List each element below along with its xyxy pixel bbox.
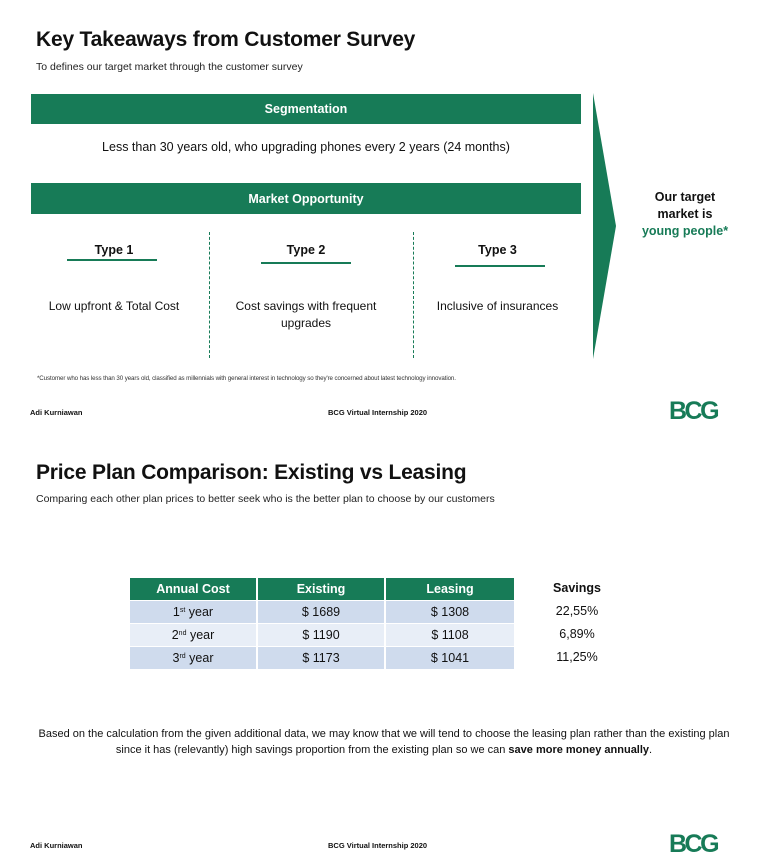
segmentation-header: Segmentation — [31, 94, 581, 124]
type-3-description: Inclusive of insurances — [436, 299, 559, 313]
type-2-underline — [261, 262, 351, 264]
type-1-underline — [67, 259, 157, 261]
leasing-cell: $ 1041 — [385, 645, 514, 669]
chevron-arrow-icon — [593, 93, 616, 359]
target-line-1: Our target — [654, 190, 716, 204]
savings-value: 6,89% — [559, 627, 595, 641]
target-highlight: young people* — [641, 224, 729, 238]
type-title: Type 3 — [478, 243, 517, 257]
conclusion-text: Based on the calculation from the given … — [38, 728, 730, 756]
header-existing: Existing — [257, 578, 386, 600]
type-2-column: Type 2 — [222, 243, 390, 257]
savings-column: Savings 22,55% 6,89% 11,25% — [540, 580, 614, 671]
year-cell: 1st year — [130, 599, 258, 623]
savings-value: 22,55% — [555, 604, 599, 618]
table-header-row: Annual Cost Existing Leasing — [130, 578, 514, 600]
table-row: 2nd year $ 1190 $ 1108 — [130, 622, 514, 646]
table-row: 3rd year $ 1173 $ 1041 — [130, 645, 514, 669]
existing-cell: $ 1190 — [257, 622, 386, 646]
type-3-underline — [455, 265, 545, 267]
year-cell: 2nd year — [130, 622, 258, 646]
slide-subtitle: Comparing each other plan prices to bett… — [36, 493, 495, 505]
slide-title: Key Takeaways from Customer Survey — [36, 28, 416, 51]
header-annual-cost: Annual Cost — [130, 578, 258, 600]
column-divider — [413, 232, 414, 358]
type-title: Type 2 — [286, 243, 326, 257]
table-row: 1st year $ 1689 $ 1308 — [130, 599, 514, 623]
footer-author: Adi Kurniawan — [30, 408, 83, 417]
bcg-logo: BCG — [669, 397, 720, 425]
footnote: *Customer who has less than 30 years old… — [37, 375, 456, 382]
column-divider — [209, 232, 210, 358]
target-market-callout: Our target market is young people* — [620, 189, 750, 240]
market-opportunity-header: Market Opportunity — [31, 183, 581, 214]
type-3-column: Type 3 — [420, 243, 575, 257]
type-title: Type 1 — [94, 243, 134, 257]
existing-cell: $ 1173 — [257, 645, 386, 669]
footer-program: BCG Virtual Internship 2020 — [328, 841, 428, 850]
type-1-description: Low upfront & Total Cost — [48, 299, 180, 313]
footer-program: BCG Virtual Internship 2020 — [328, 408, 428, 417]
slide-subtitle: To defines our target market through the… — [36, 61, 303, 73]
savings-value: 11,25% — [556, 650, 598, 664]
leasing-cell: $ 1108 — [385, 622, 514, 646]
conclusion-paragraph: Based on the calculation from the given … — [38, 728, 730, 756]
footer-author: Adi Kurniawan — [30, 841, 83, 850]
conclusion-bold: save more money annually — [508, 744, 650, 756]
header-leasing: Leasing — [385, 578, 514, 600]
leasing-cell: $ 1308 — [385, 599, 514, 623]
type-2-description: Cost savings with frequent upgrades — [235, 299, 377, 330]
price-comparison-table: Annual Cost Existing Leasing 1st year $ … — [130, 578, 514, 669]
existing-cell: $ 1689 — [257, 599, 386, 623]
savings-header: Savings — [553, 581, 601, 595]
slide-title: Price Plan Comparison: Existing vs Leasi… — [36, 461, 467, 484]
bcg-logo: BCG — [669, 830, 720, 858]
target-line-2: market is — [657, 207, 713, 221]
segmentation-text: Less than 30 years old, who upgrading ph… — [102, 140, 510, 154]
year-cell: 3rd year — [130, 645, 258, 669]
type-1-column: Type 1 — [31, 243, 197, 257]
